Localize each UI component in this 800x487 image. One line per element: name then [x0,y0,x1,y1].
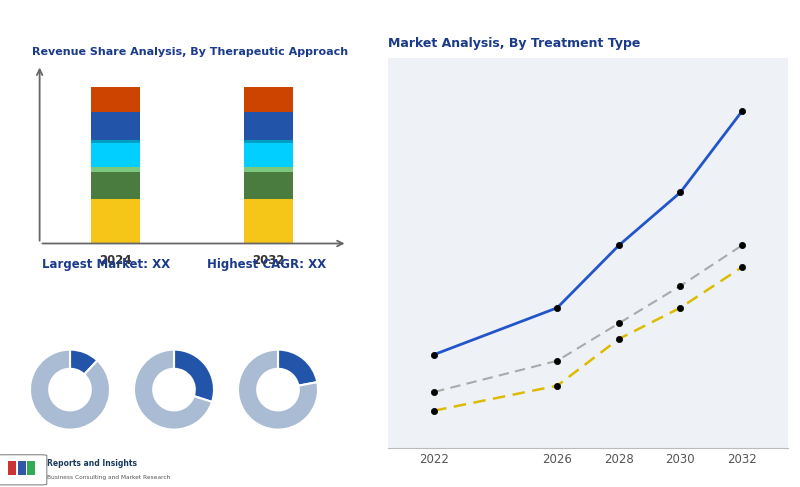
Bar [91,167,140,172]
Wedge shape [30,350,110,430]
Text: Reports and Insights: Reports and Insights [46,459,137,468]
Wedge shape [70,350,98,375]
Bar [91,199,140,244]
Bar [244,167,293,172]
Text: Market Analysis, By Treatment Type: Market Analysis, By Treatment Type [388,37,640,50]
Bar [244,199,293,244]
Bar [91,172,140,199]
Bar [244,139,293,143]
Wedge shape [278,350,318,386]
Text: Business Consulting and Market Research: Business Consulting and Market Research [46,475,170,480]
Bar [91,143,140,167]
Text: Highest CAGR: XX: Highest CAGR: XX [206,258,326,271]
Bar [91,87,140,112]
FancyBboxPatch shape [8,461,16,475]
Wedge shape [134,350,212,430]
Text: GLOBAL CARDIOGENIC SHOCK TREATMENT MARKET SEGMENT ANALYSIS: GLOBAL CARDIOGENIC SHOCK TREATMENT MARKE… [10,17,548,30]
Wedge shape [174,350,214,402]
Bar [244,172,293,199]
FancyBboxPatch shape [18,461,26,475]
FancyBboxPatch shape [27,461,35,475]
Text: 2024: 2024 [99,255,132,267]
Text: Revenue Share Analysis, By Therapeutic Approach: Revenue Share Analysis, By Therapeutic A… [32,47,348,57]
Bar [244,143,293,167]
FancyBboxPatch shape [0,455,46,485]
Wedge shape [238,350,318,430]
Text: Largest Market: XX: Largest Market: XX [42,258,170,271]
Bar [91,139,140,143]
Text: 2032: 2032 [252,255,285,267]
Bar [244,87,293,112]
Bar [244,112,293,139]
Bar [91,112,140,139]
